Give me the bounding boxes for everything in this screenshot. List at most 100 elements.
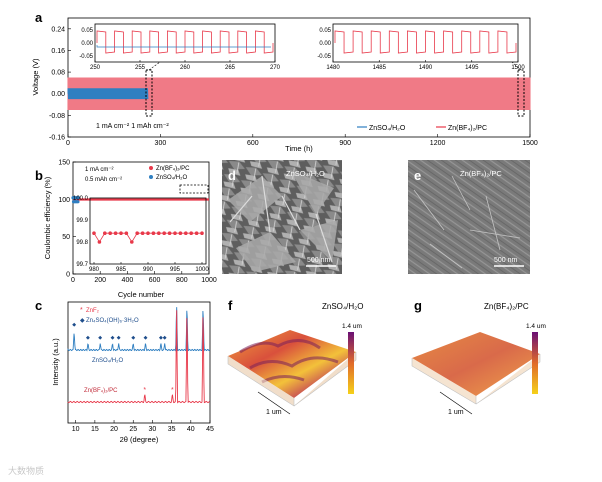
tick-label-a1-y: 0.00 xyxy=(81,41,93,47)
afm-f-colorbar-label: 1.4 um xyxy=(342,323,362,330)
panel-b: b 0 200 400 600 800 1000 150 100 50 0 Cycle numbe… xyxy=(35,160,217,300)
tick-label-a-x: 1200 xyxy=(430,140,446,147)
plot-a-ylabel: Voltage (V) xyxy=(31,58,40,96)
inset-b-point xyxy=(135,231,139,235)
sem-e-scale-label: 500 nm xyxy=(494,257,518,264)
tick-label-b-inset-x: 980 xyxy=(89,267,100,273)
inset-b-point xyxy=(146,231,150,235)
plot-b-xlabel: Cycle number xyxy=(118,290,165,299)
legend-b-red-marker xyxy=(149,166,153,170)
sem-e-title: Zn(BF₄)₂/PC xyxy=(460,169,502,178)
zoom-line-a1 xyxy=(148,61,161,71)
plot-b-note1: 1 mA cm⁻² xyxy=(85,167,114,173)
tick-label-b-inset-y: 99.8 xyxy=(76,240,88,246)
inset-a1-blue-trace xyxy=(96,45,271,48)
marker-c-hydroxide: ◆ xyxy=(163,335,167,341)
watermark: 大数物质 xyxy=(8,465,44,476)
inset-b-point xyxy=(184,231,188,235)
plot-c-ylabel: Intensity (a.u.) xyxy=(51,338,60,386)
legend-b-red-label: Zn(BF₄)₂/PC xyxy=(156,166,190,172)
tick-label-c-x: 20 xyxy=(110,426,118,433)
tick-label-c-x: 10 xyxy=(72,426,80,433)
panel-c: c 10 15 20 25 30 35 40 45 2θ (degree) Intensity… xyxy=(35,298,214,444)
inset-b-frame xyxy=(89,197,207,265)
afm-f-scale-label: 1 um xyxy=(266,409,282,416)
series-b-znso4-point xyxy=(76,200,80,204)
inset-b-point xyxy=(140,231,145,235)
panel-f: f ZnSO₄/H₂O 1.4 um 1 um xyxy=(227,298,364,416)
panel-d: d ZnSO₄/H₂O 500 nm xyxy=(222,160,342,274)
tick-label-a-y: 0.08 xyxy=(51,70,65,77)
plot-c-series: ◆◆ ◆ ◆ ◆ ◆ ◆ ◆ ◆* * xyxy=(67,307,211,404)
marker-c-hydroxide: ◆ xyxy=(131,335,135,341)
inset-a2-trace xyxy=(334,30,517,54)
plot-a-xlabel: Time (h) xyxy=(285,144,313,153)
inset-b-point xyxy=(113,231,118,235)
sem-e-features xyxy=(413,175,521,269)
afm-f-scale-line xyxy=(257,391,291,415)
tick-label-b-x: 0 xyxy=(71,277,75,284)
afm-g-base xyxy=(411,354,541,405)
panel-label-d: d xyxy=(228,168,236,183)
legend-b-blue-marker xyxy=(149,175,153,179)
inset-b-point xyxy=(130,240,134,244)
marker-c-hydroxide: ◆ xyxy=(98,335,102,341)
trace-c-bottom-label: Zn(BF₄)₂/PC xyxy=(84,388,118,394)
tick-label-b-x: 200 xyxy=(94,277,106,284)
panel-label-e: e xyxy=(414,168,421,183)
plot-c-frame xyxy=(67,301,211,424)
afm-g-scale-line xyxy=(439,391,473,415)
tick-label-a-y: 0.00 xyxy=(51,91,65,98)
afm-g-surface xyxy=(412,332,540,396)
tick-label-a-x: 1500 xyxy=(522,140,538,147)
plot-b-series xyxy=(71,196,209,204)
tick-label-a-y: 0.16 xyxy=(51,48,65,55)
legend-b-blue-label: ZnSO₄/H₂O xyxy=(156,175,187,181)
tick-label-a-x: 0 xyxy=(66,140,70,147)
plot-b-note2: 0.5 mAh cm⁻² xyxy=(85,177,122,183)
panel-label-c: c xyxy=(35,298,42,313)
afm-g-scale-label: 1 um xyxy=(448,409,464,416)
panel-e: e Zn(BF₄)₂/PC 500 nm xyxy=(408,160,530,274)
marker-box-a2 xyxy=(517,69,525,117)
afm-g-title: Zn(BF₄)₂/PC xyxy=(484,302,529,311)
tick-label-a2-y: 0.00 xyxy=(319,41,331,47)
legend-c-znf2-label: ZnF₂ xyxy=(86,308,100,314)
inset-a1-trace xyxy=(96,30,274,54)
legend-a-red-label: Zn(BF₄)₂/PC xyxy=(448,125,487,132)
tick-label-b-inset-y: 99.9 xyxy=(76,218,88,224)
tick-label-a-y: -0.16 xyxy=(49,135,65,142)
legend-c-hydroxide-marker: ◆ xyxy=(80,318,85,324)
afm-f-title: ZnSO₄/H₂O xyxy=(322,302,364,311)
tick-label-a1: 260 xyxy=(180,65,191,71)
tick-label-a-x: 900 xyxy=(339,140,351,147)
tick-label-a2-y: -0.05 xyxy=(317,54,331,60)
plot-a-note: 1 mA cm⁻² 1 mAh cm⁻² xyxy=(96,123,169,130)
tick-label-c-x: 40 xyxy=(187,426,195,433)
tick-label-a2: 1485 xyxy=(373,65,387,71)
sem-d-scale-label: 500 nm xyxy=(307,257,331,264)
tick-label-a1: 255 xyxy=(135,65,146,71)
afm-g-colorbar-label: 1.4 um xyxy=(526,323,546,330)
tick-label-b-y: 100 xyxy=(58,197,70,204)
inset-b-point xyxy=(157,231,161,235)
tick-label-a-x: 300 xyxy=(155,140,167,147)
tick-label-a1: 270 xyxy=(270,65,281,71)
tick-label-b-inset-y: 100.0 xyxy=(73,196,89,202)
inset-b-point xyxy=(173,231,177,235)
tick-label-b-inset-x: 1000 xyxy=(195,267,209,273)
tick-label-a1-y: 0.05 xyxy=(81,28,93,34)
series-c-znbf4-pc xyxy=(67,310,210,404)
inset-b-point xyxy=(92,231,96,235)
marker-c-hydroxide: ◆ xyxy=(117,335,121,341)
inset-b-point xyxy=(108,231,112,235)
plot-b-ylabel: Coulombic efficiency (%) xyxy=(43,176,52,259)
marker-box-a1 xyxy=(145,69,153,117)
tick-label-b-y: 150 xyxy=(58,160,70,167)
tick-label-b-y: 50 xyxy=(62,234,70,241)
tick-label-b-y: 0 xyxy=(66,272,70,279)
marker-c-hydroxide: ◆ xyxy=(159,335,163,341)
tick-label-b-inset-y: 99.7 xyxy=(76,262,88,268)
tick-label-b-inset-x: 995 xyxy=(170,267,181,273)
